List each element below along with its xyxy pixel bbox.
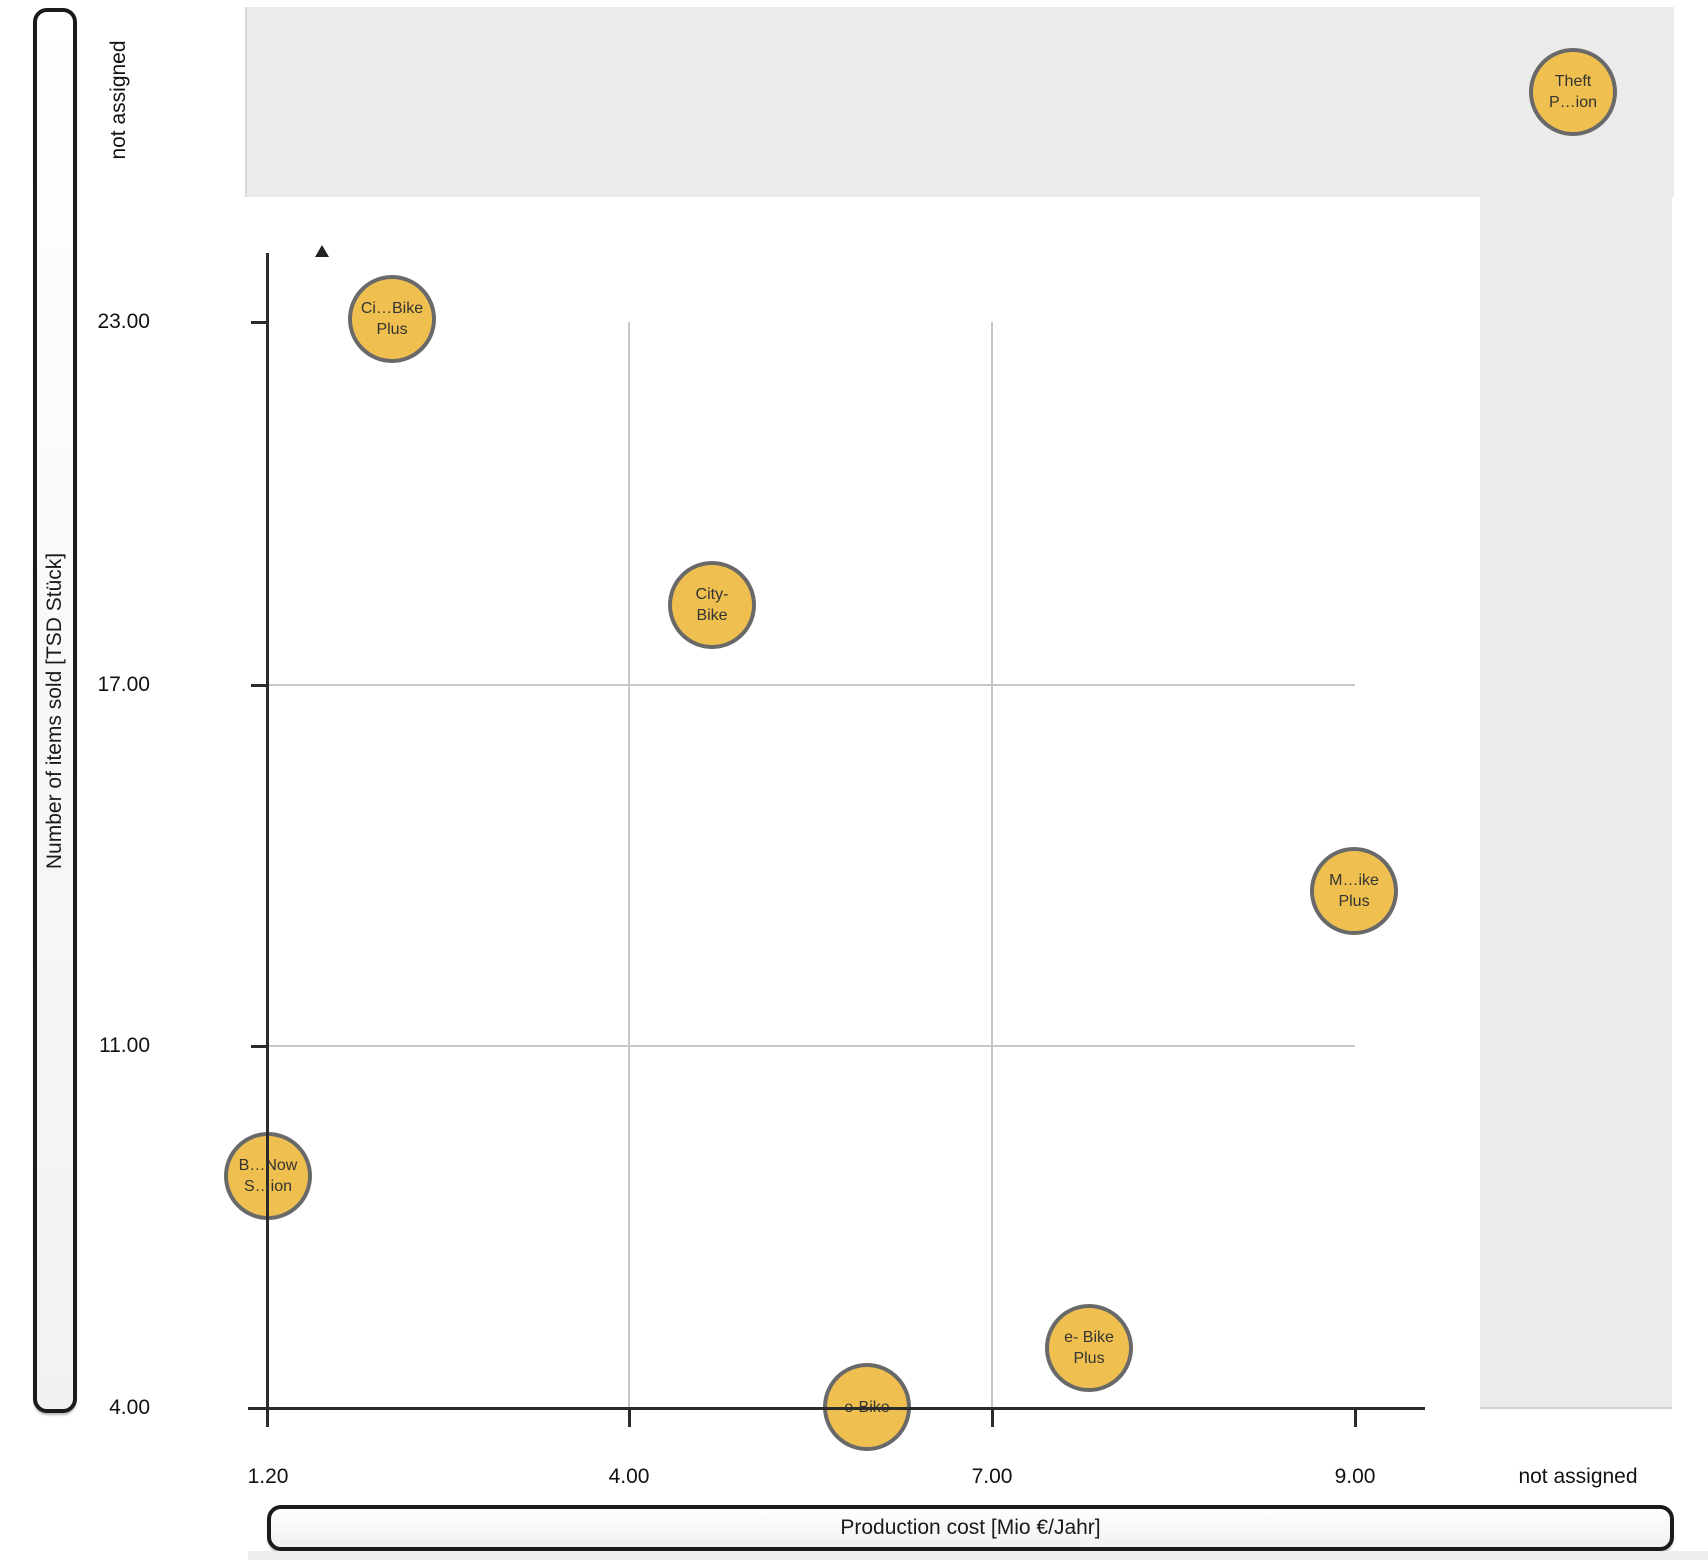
bottom-edge-strip: [248, 1551, 1708, 1560]
bubble-label: Theft: [1554, 73, 1592, 90]
bubble-label: e- Bike: [1064, 1329, 1114, 1346]
x-tick-label: 9.00: [1334, 1465, 1376, 1488]
bubble[interactable]: e- Bike Plus: [1045, 1304, 1133, 1392]
y-tick-label: 17.00: [97, 673, 150, 696]
y-axis-title-box: Number of items sold [TSD Stück]: [33, 8, 77, 1413]
x-tick-mark: [628, 1410, 631, 1427]
y-tick-mark: [251, 321, 268, 324]
y-tick-label: 4.00: [109, 1396, 150, 1419]
bubble-label: City-: [695, 586, 729, 603]
bubble-label: Ci…Bike: [360, 300, 424, 317]
x-tick-label: 1.20: [247, 1465, 289, 1488]
y-axis-line: [266, 253, 269, 1427]
not-assigned-band-right: [1480, 197, 1672, 1409]
y-tick-label: 23.00: [97, 310, 150, 333]
bubble-label: Plus: [1073, 1350, 1105, 1367]
y-tick-mark: [251, 684, 268, 687]
x-axis-title-box: Production cost [Mio €/Jahr]: [267, 1505, 1674, 1551]
bubble[interactable]: Ci…Bike Plus: [348, 275, 436, 363]
gridline-vertical: [628, 322, 630, 1409]
bubble-label: M…ike: [1329, 872, 1379, 889]
bubble[interactable]: M…ike Plus: [1310, 847, 1398, 935]
y-tick-label: 11.00: [99, 1034, 150, 1057]
x-tick-label: 4.00: [608, 1465, 650, 1488]
bubble[interactable]: Theft P…ion: [1529, 48, 1617, 136]
y-axis-title: Number of items sold [TSD Stück]: [43, 552, 67, 869]
gridline-vertical: [991, 322, 993, 1409]
gridline-horizontal: [269, 684, 1355, 686]
gridline-horizontal: [269, 1045, 1355, 1047]
not-assigned-band-top: [245, 7, 1674, 197]
bubble-label: Plus: [1338, 893, 1370, 910]
x-tick-mark: [1354, 1410, 1357, 1427]
x-tick-mark: [991, 1410, 994, 1427]
triangle-marker[interactable]: [315, 245, 329, 257]
x-axis-title: Production cost [Mio €/Jahr]: [840, 1516, 1101, 1539]
bubble-label: P…ion: [1548, 94, 1598, 111]
x-axis-not-assigned-label: not assigned: [1518, 1465, 1638, 1488]
bubble[interactable]: City- Bike: [668, 561, 756, 649]
x-axis-line: [248, 1407, 1425, 1410]
y-tick-mark: [251, 1045, 268, 1048]
bubble-label: Bike: [696, 607, 728, 624]
y-axis-not-assigned-label: not assigned: [107, 40, 130, 160]
x-tick-label: 7.00: [971, 1465, 1013, 1488]
bubble-label: Plus: [376, 321, 408, 338]
